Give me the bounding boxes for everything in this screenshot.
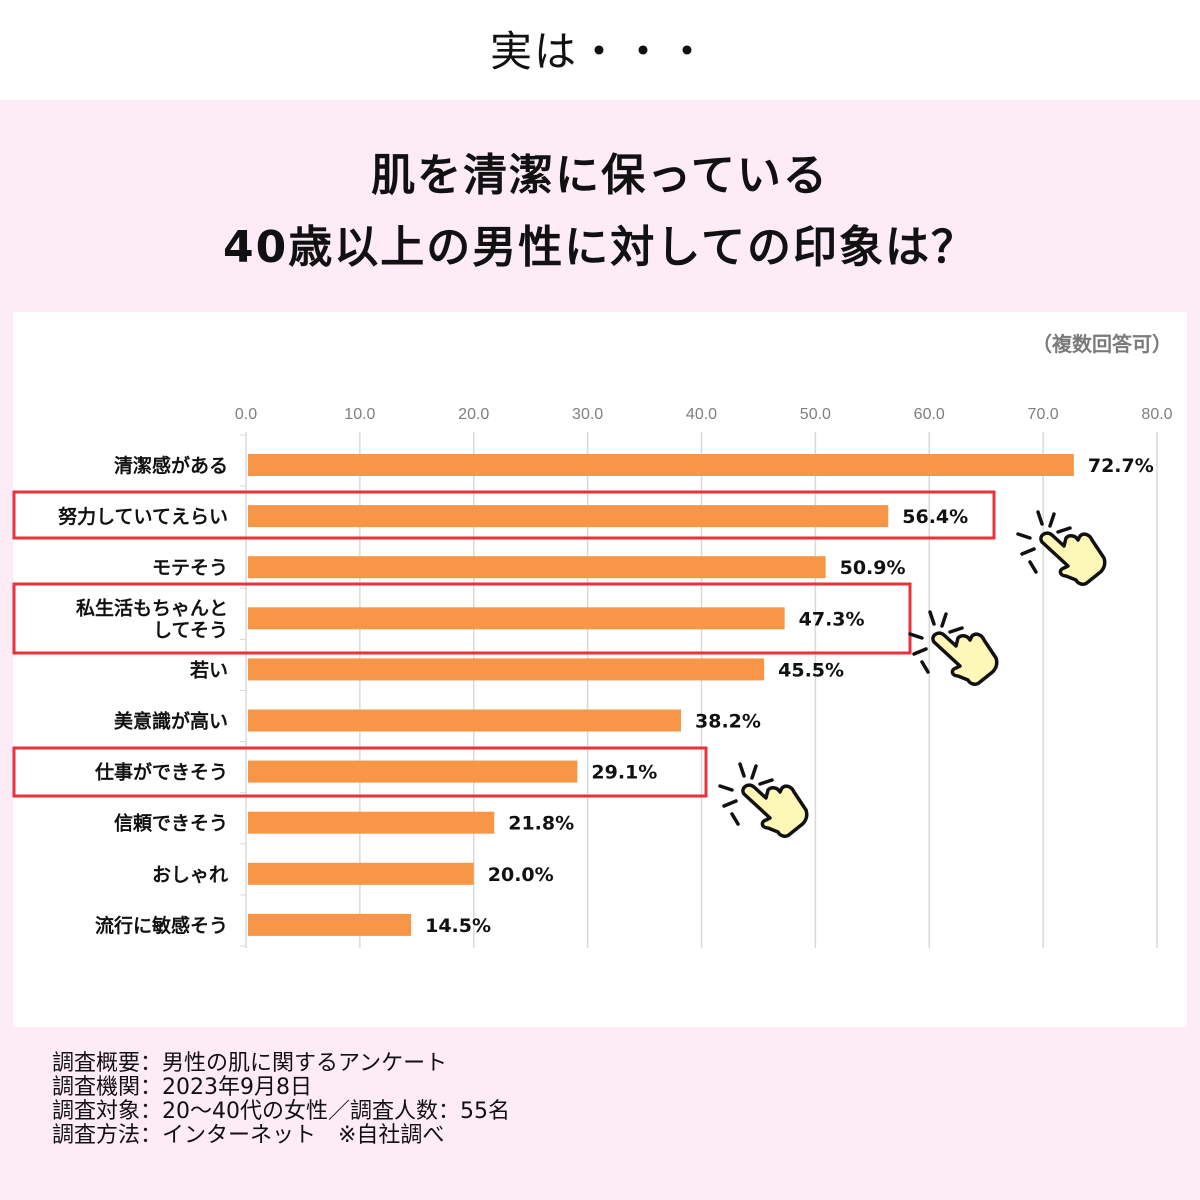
chart-title: 肌を清潔に保っている 40歳以上の男性に対しての印象は？	[0, 140, 1200, 284]
value-label: 45.5%	[778, 659, 844, 681]
burst-line	[718, 784, 734, 792]
x-tick-label: 30.0	[572, 406, 603, 423]
value-label: 56.4%	[902, 506, 968, 528]
value-label: 72.7%	[1088, 455, 1154, 477]
category-label: モテそう	[152, 557, 228, 579]
burst-line	[1016, 532, 1032, 540]
footer-line-target: 調査対象：20～40代の女性／調査人数：55名	[52, 1099, 510, 1124]
burst-line	[1028, 560, 1038, 574]
hand-shape	[1039, 531, 1107, 586]
category-label: 仕事ができそう	[94, 761, 228, 784]
multiple-answer-note: （複数回答可）	[1032, 332, 1172, 356]
bar	[248, 607, 785, 630]
value-label: 21.8%	[508, 813, 574, 835]
x-tick-label: 10.0	[344, 406, 375, 423]
category-label: 努力していてえらい	[58, 505, 228, 528]
bar	[248, 454, 1074, 476]
burst-line	[912, 647, 928, 656]
bar	[248, 862, 474, 885]
pointer-hand-icon	[718, 762, 809, 838]
category-label: 美意識が高い	[114, 710, 228, 733]
burst-line	[738, 762, 746, 778]
bar	[248, 505, 889, 528]
category-label: 流行に敏感そう	[95, 914, 228, 937]
x-tick-label: 0.0	[235, 406, 257, 423]
x-tick-label: 60.0	[914, 406, 945, 423]
chart-title-line1: 肌を清潔に保っている	[371, 150, 829, 201]
burst-line	[1056, 526, 1072, 534]
pointer-hand-icon	[1016, 510, 1107, 586]
burst-line	[750, 764, 758, 780]
burst-line	[1048, 512, 1056, 528]
value-label: 38.2%	[695, 711, 761, 733]
bar	[248, 913, 412, 936]
pointer-hands	[718, 510, 1107, 838]
category-label: 信頼できそう	[114, 812, 228, 835]
x-axis-ticks: 0.0 10.0 20.0 30.0 40.0 50.0 60.0 70.0 80.0	[235, 406, 1173, 423]
highlight-box	[12, 490, 996, 540]
value-label: 29.1%	[591, 762, 657, 784]
x-tick-label: 40.0	[686, 406, 717, 423]
burst-line	[948, 626, 964, 634]
x-tick-label: 50.0	[800, 406, 831, 423]
hand-shape	[931, 631, 999, 686]
burst-line	[758, 778, 774, 786]
bars	[248, 454, 1074, 936]
bar	[248, 760, 578, 783]
highlight-box	[12, 746, 708, 798]
pointer-hand-icon	[908, 610, 999, 686]
footer-line-summary: 調査概要：男性の肌に関するアンケート	[52, 1051, 448, 1076]
burst-line	[908, 632, 924, 640]
bar	[248, 811, 495, 834]
value-label: 47.3%	[799, 608, 865, 630]
value-label: 20.0%	[488, 864, 554, 886]
burst-line	[940, 612, 948, 628]
category-label: してそう	[153, 619, 228, 641]
burst-line	[1020, 547, 1036, 556]
hand-shape	[741, 783, 809, 838]
value-label: 50.9%	[840, 557, 906, 579]
footer-line-date: 調査機関：2023年9月8日	[52, 1075, 312, 1100]
header-title: 実は・・・	[489, 27, 710, 76]
category-labels: 清潔感がある努力していてえらいモテそう私生活もちゃんとしてそう若い美意識が高い仕…	[58, 454, 228, 937]
burst-line	[722, 799, 738, 808]
highlight-box	[12, 582, 912, 655]
highlight-boxes	[12, 490, 996, 798]
burst-line	[928, 610, 936, 626]
burst-line	[730, 812, 740, 826]
survey-footer: 調査概要：男性の肌に関するアンケート 調査機関：2023年9月8日 調査対象：2…	[52, 1052, 510, 1148]
burst-line	[920, 660, 930, 674]
category-label: 私生活もちゃんと	[76, 596, 228, 619]
category-label: 清潔感がある	[114, 454, 228, 477]
x-tick-label: 80.0	[1141, 406, 1172, 423]
x-tick-label: 20.0	[458, 406, 489, 423]
chart-title-line2: 40歳以上の男性に対しての印象は？	[223, 222, 977, 273]
top-band	[0, 0, 1200, 100]
x-tick-label: 70.0	[1028, 406, 1059, 423]
footer-line-method: 調査方法：インターネット ※自社調べ	[52, 1123, 445, 1148]
bar	[248, 709, 682, 732]
category-label: おしゃれ	[152, 864, 228, 886]
bar	[248, 658, 765, 681]
value-labels: 72.7% 56.4% 50.9% 47.3% 45.5% 38.2% 29.1% 21.8%…	[425, 455, 1154, 937]
category-label: 若い	[190, 658, 228, 681]
value-label: 14.5%	[425, 915, 491, 937]
burst-line	[1036, 510, 1044, 526]
bar	[248, 556, 826, 579]
